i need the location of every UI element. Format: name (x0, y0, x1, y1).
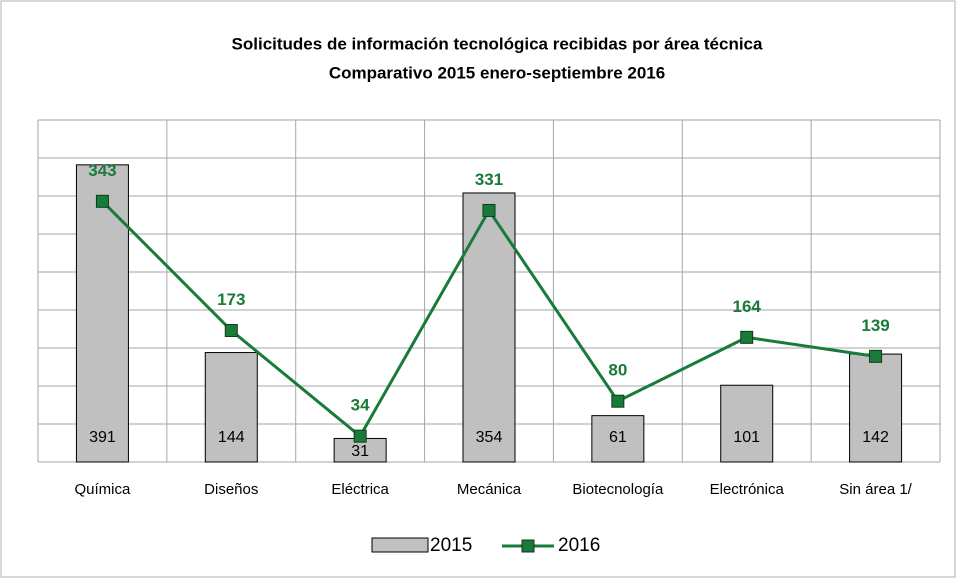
line-marker (353, 429, 367, 443)
line-marker (224, 324, 238, 338)
line-marker (740, 330, 754, 344)
bar-value-label: 354 (476, 429, 503, 446)
bar (591, 415, 645, 463)
chart-subtitle: Comparativo 2015 enero-septiembre 2016 (329, 63, 665, 82)
line-value-label: 139 (861, 316, 889, 335)
legend-marker (521, 539, 535, 553)
legend-label: 2015 (430, 535, 472, 556)
line-marker (611, 394, 625, 408)
bar (75, 164, 129, 463)
bar-value-label: 391 (89, 429, 116, 446)
line-value-label: 331 (475, 170, 503, 189)
x-tick-label: Biotecnología (572, 481, 664, 498)
line-marker (95, 194, 109, 208)
line-value-label: 34 (351, 396, 370, 415)
line-value-label: 164 (733, 297, 762, 316)
bar (720, 384, 774, 463)
bar (204, 352, 258, 463)
bar-value-label: 144 (218, 429, 245, 446)
x-tick-label: Diseños (204, 481, 258, 498)
line-marker (869, 349, 883, 363)
bar-value-label: 31 (351, 443, 369, 460)
bar-value-label: 101 (733, 429, 760, 446)
bar-value-label: 142 (862, 429, 889, 446)
line-value-label: 80 (608, 361, 627, 380)
x-tick-label: Sin área 1/ (839, 481, 912, 498)
line-marker (482, 203, 496, 217)
line-value-label: 343 (88, 161, 116, 180)
bar (462, 192, 516, 463)
x-tick-label: Electrónica (710, 481, 785, 498)
chart-title: Solicitudes de información tecnológica r… (232, 34, 763, 53)
x-tick-label: Química (74, 481, 131, 498)
legend-swatch (371, 537, 429, 553)
legend-label: 2016 (558, 535, 600, 556)
bar-value-label: 61 (609, 429, 627, 446)
x-tick-label: Mecánica (457, 481, 522, 498)
line-value-label: 173 (217, 290, 245, 309)
x-tick-label: Eléctrica (331, 481, 389, 498)
